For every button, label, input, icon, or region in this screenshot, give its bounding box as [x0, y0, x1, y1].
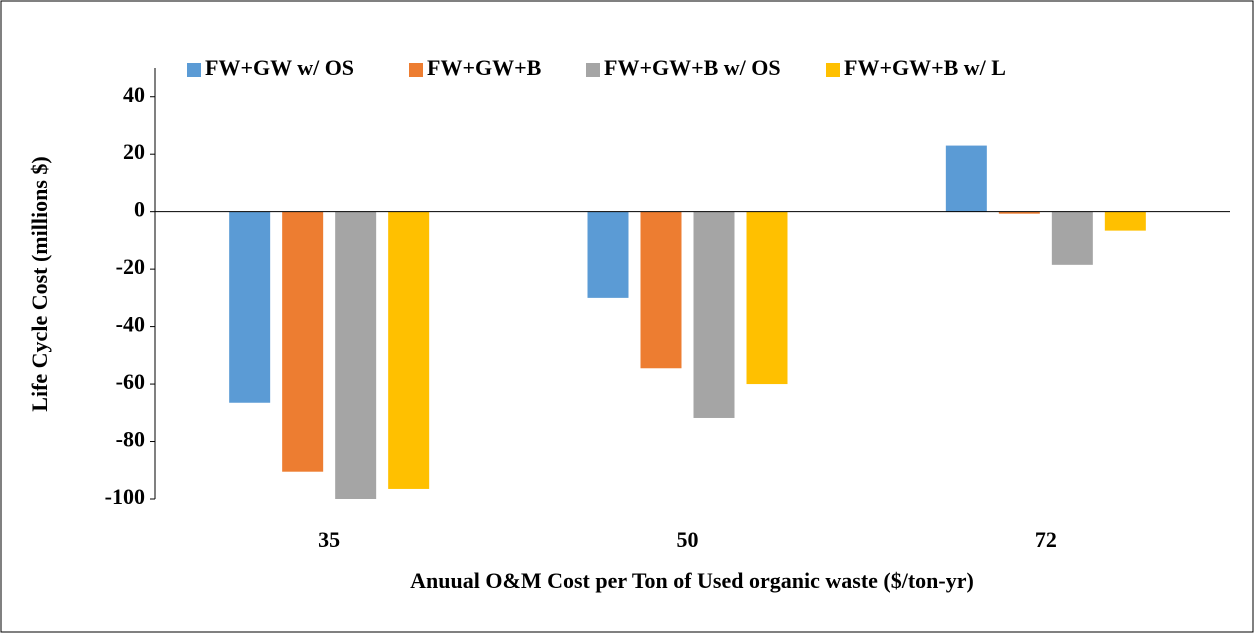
- y-tick-label: -100: [105, 484, 145, 509]
- x-axis-title: Anuual O&M Cost per Ton of Used organic …: [410, 568, 974, 593]
- bar: [746, 211, 788, 385]
- y-tick-label: 40: [123, 82, 145, 107]
- legend-label: FW+GW+B: [427, 55, 542, 80]
- y-tick-label: 0: [134, 197, 145, 222]
- legend-swatch: [826, 63, 840, 77]
- bar: [229, 211, 271, 403]
- bar: [1104, 211, 1146, 231]
- y-tick-label: -20: [116, 254, 145, 279]
- legend-swatch: [586, 63, 600, 77]
- legend-label: FW+GW+B w/ L: [844, 55, 1006, 80]
- bar: [945, 145, 987, 212]
- bar: [998, 211, 1040, 214]
- y-axis-title: Life Cycle Cost (millions $): [27, 156, 52, 411]
- legend-label: FW+GW w/ OS: [205, 55, 354, 80]
- x-tick-label: 72: [1035, 527, 1057, 552]
- bar: [587, 211, 629, 298]
- legend-swatch: [187, 63, 201, 77]
- y-tick-label: 20: [123, 139, 145, 164]
- bar: [282, 211, 324, 472]
- bar: [335, 211, 377, 499]
- bar: [1051, 211, 1093, 265]
- bar: [388, 211, 430, 489]
- bar: [693, 211, 735, 418]
- y-tick-label: -60: [116, 369, 145, 394]
- y-tick-label: -40: [116, 312, 145, 337]
- bar: [640, 211, 682, 369]
- x-tick-label: 35: [318, 527, 340, 552]
- legend-swatch: [409, 63, 423, 77]
- legend-label: FW+GW+B w/ OS: [604, 55, 781, 80]
- y-tick-label: -80: [116, 427, 145, 452]
- x-tick-label: 50: [677, 527, 699, 552]
